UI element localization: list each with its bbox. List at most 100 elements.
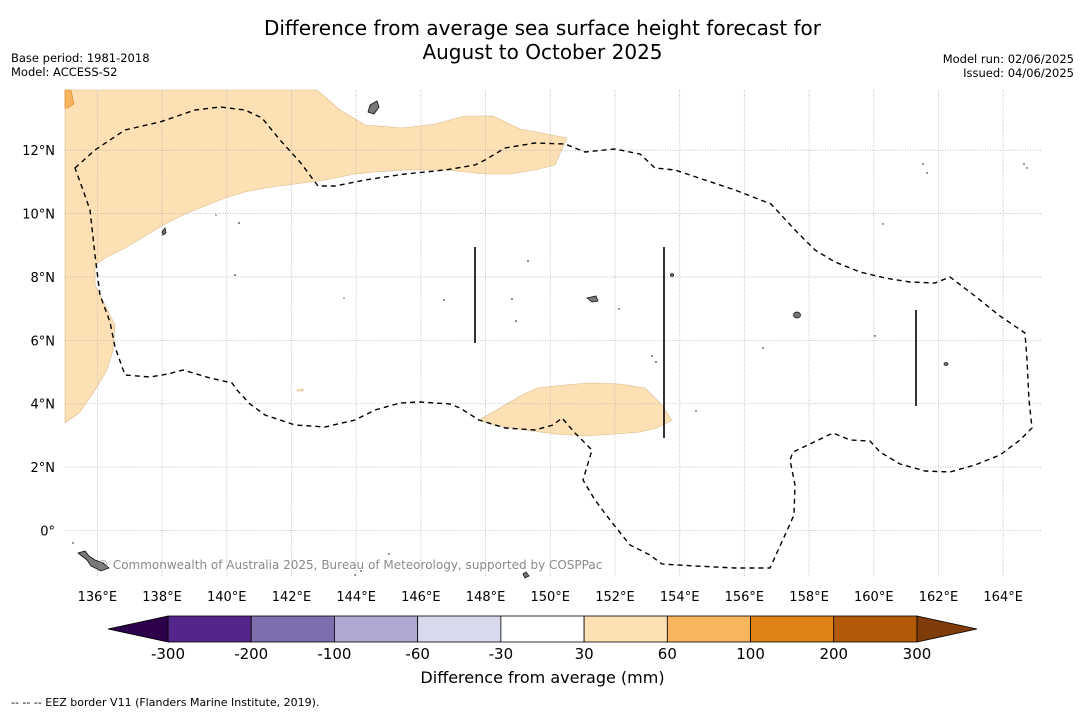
lat-axis-labels: 12°N 10°N 8°N 6°N 4°N 2°N 0° <box>22 144 55 539</box>
islet <box>655 361 657 363</box>
islet <box>515 320 517 322</box>
island <box>161 227 167 236</box>
lat-tick-label: 4°N <box>31 398 56 413</box>
colorbar-cell <box>334 615 419 643</box>
island <box>522 571 530 579</box>
islet <box>1026 167 1028 169</box>
eez-border <box>74 106 1033 569</box>
island <box>367 100 380 115</box>
islet <box>926 172 928 174</box>
lat-tick-label: 6°N <box>31 334 56 349</box>
island <box>670 273 675 277</box>
anomaly-region-corner <box>64 89 75 109</box>
colorbar-title: Difference from average (mm) <box>420 668 665 687</box>
colorbar-tick-label: 60 <box>658 645 677 663</box>
model-run: Model run: 02/06/2025 <box>942 52 1074 66</box>
islet <box>882 223 884 225</box>
lon-tick-label: 164°E <box>983 590 1023 605</box>
colorbar-labels: -300 -200 -100 -60 -30 30 60 100 200 300 <box>151 645 931 663</box>
anomaly-regions <box>64 89 673 437</box>
island <box>77 550 110 572</box>
colorbar-cell <box>250 615 335 643</box>
lat-tick-label: 8°N <box>31 271 56 286</box>
islet <box>695 410 697 412</box>
issued-date: Issued: 04/06/2025 <box>963 66 1074 80</box>
lon-tick-label: 158°E <box>789 590 829 605</box>
colorbar-cell <box>666 615 751 643</box>
colorbar-cell <box>417 615 502 643</box>
footer-note: -- -- -- EEZ border V11 (Flanders Marine… <box>11 696 320 709</box>
islet <box>72 542 74 544</box>
island <box>943 362 949 366</box>
lon-tick-label: 144°E <box>336 590 376 605</box>
title-line-1: Difference from average sea surface heig… <box>263 16 822 40</box>
lon-tick-label: 148°E <box>466 590 506 605</box>
lat-tick-label: 10°N <box>22 208 55 223</box>
lon-axis-labels: 136°E 138°E 140°E 142°E 144°E 146°E 148°E 150°E… <box>78 590 1023 605</box>
islet <box>922 163 924 165</box>
copyright-text: © Commonwealth of Australia 2025, Bureau… <box>97 558 602 572</box>
islet <box>343 297 345 299</box>
islet <box>527 260 529 262</box>
islet <box>1023 163 1025 165</box>
islands <box>77 100 949 579</box>
islet <box>874 335 876 337</box>
lon-tick-label: 156°E <box>725 590 765 605</box>
chart-title: Difference from average sea surface heig… <box>0 16 1085 64</box>
lon-tick-label: 136°E <box>78 590 118 605</box>
colorbar-over-arrow <box>916 615 978 643</box>
colorbar-cell <box>750 615 835 643</box>
meta-right: Model run: 02/06/2025 Issued: 04/06/2025 <box>943 52 1074 80</box>
lon-tick-label: 142°E <box>272 590 312 605</box>
colorbar-tick-label: -30 <box>489 645 514 663</box>
islet <box>360 570 362 572</box>
colorbar-tick-label: 30 <box>575 645 594 663</box>
lon-tick-label: 138°E <box>142 590 182 605</box>
lon-tick-label: 146°E <box>401 590 441 605</box>
islet <box>215 214 217 216</box>
anomaly-blob <box>296 388 304 392</box>
lon-tick-label: 152°E <box>595 590 635 605</box>
lon-tick-label: 140°E <box>207 590 247 605</box>
islet <box>511 298 513 300</box>
islet <box>762 347 764 349</box>
colorbar-cell <box>833 615 918 643</box>
islet <box>618 308 620 310</box>
islet <box>238 222 240 224</box>
anomaly-region-north <box>64 89 568 424</box>
boundary-lines <box>474 247 917 438</box>
islet <box>234 274 236 276</box>
island <box>586 295 599 303</box>
small-islets <box>72 163 1028 576</box>
colorbar: -300 -200 -100 -60 -30 30 60 100 200 300 <box>107 615 978 663</box>
colorbar-tick-label: 300 <box>903 645 932 663</box>
lat-tick-label: 2°N <box>31 461 56 476</box>
colorbar-tick-label: 200 <box>819 645 848 663</box>
lon-tick-label: 150°E <box>530 590 570 605</box>
colorbar-under-arrow <box>107 615 169 643</box>
map: © Commonwealth of Australia 2025, Bureau… <box>22 89 1042 605</box>
colorbar-tick-label: -100 <box>317 645 351 663</box>
colorbar-tick-label: -300 <box>151 645 185 663</box>
lon-tick-label: 160°E <box>854 590 894 605</box>
model-name: Model: ACCESS-S2 <box>11 65 118 79</box>
colorbar-cell <box>583 615 668 643</box>
lat-tick-label: 0° <box>40 524 55 539</box>
islet <box>651 355 653 357</box>
meta-left: Base period: 1981-2018 Model: ACCESS-S2 <box>11 51 150 79</box>
island <box>793 311 801 319</box>
lat-tick-label: 12°N <box>22 144 55 159</box>
colorbar-cell <box>167 615 252 643</box>
colorbar-tick-label: -200 <box>234 645 268 663</box>
colorbar-tick-label: 100 <box>736 645 765 663</box>
graticule <box>65 90 1042 578</box>
lon-tick-label: 154°E <box>660 590 700 605</box>
colorbar-cells <box>167 615 918 643</box>
title-line-2: August to October 2025 <box>422 40 663 64</box>
lon-tick-label: 162°E <box>919 590 959 605</box>
colorbar-tick-label: -60 <box>405 645 430 663</box>
islet <box>354 574 356 576</box>
islet <box>388 553 390 555</box>
islet <box>443 299 445 301</box>
base-period: Base period: 1981-2018 <box>11 51 150 65</box>
